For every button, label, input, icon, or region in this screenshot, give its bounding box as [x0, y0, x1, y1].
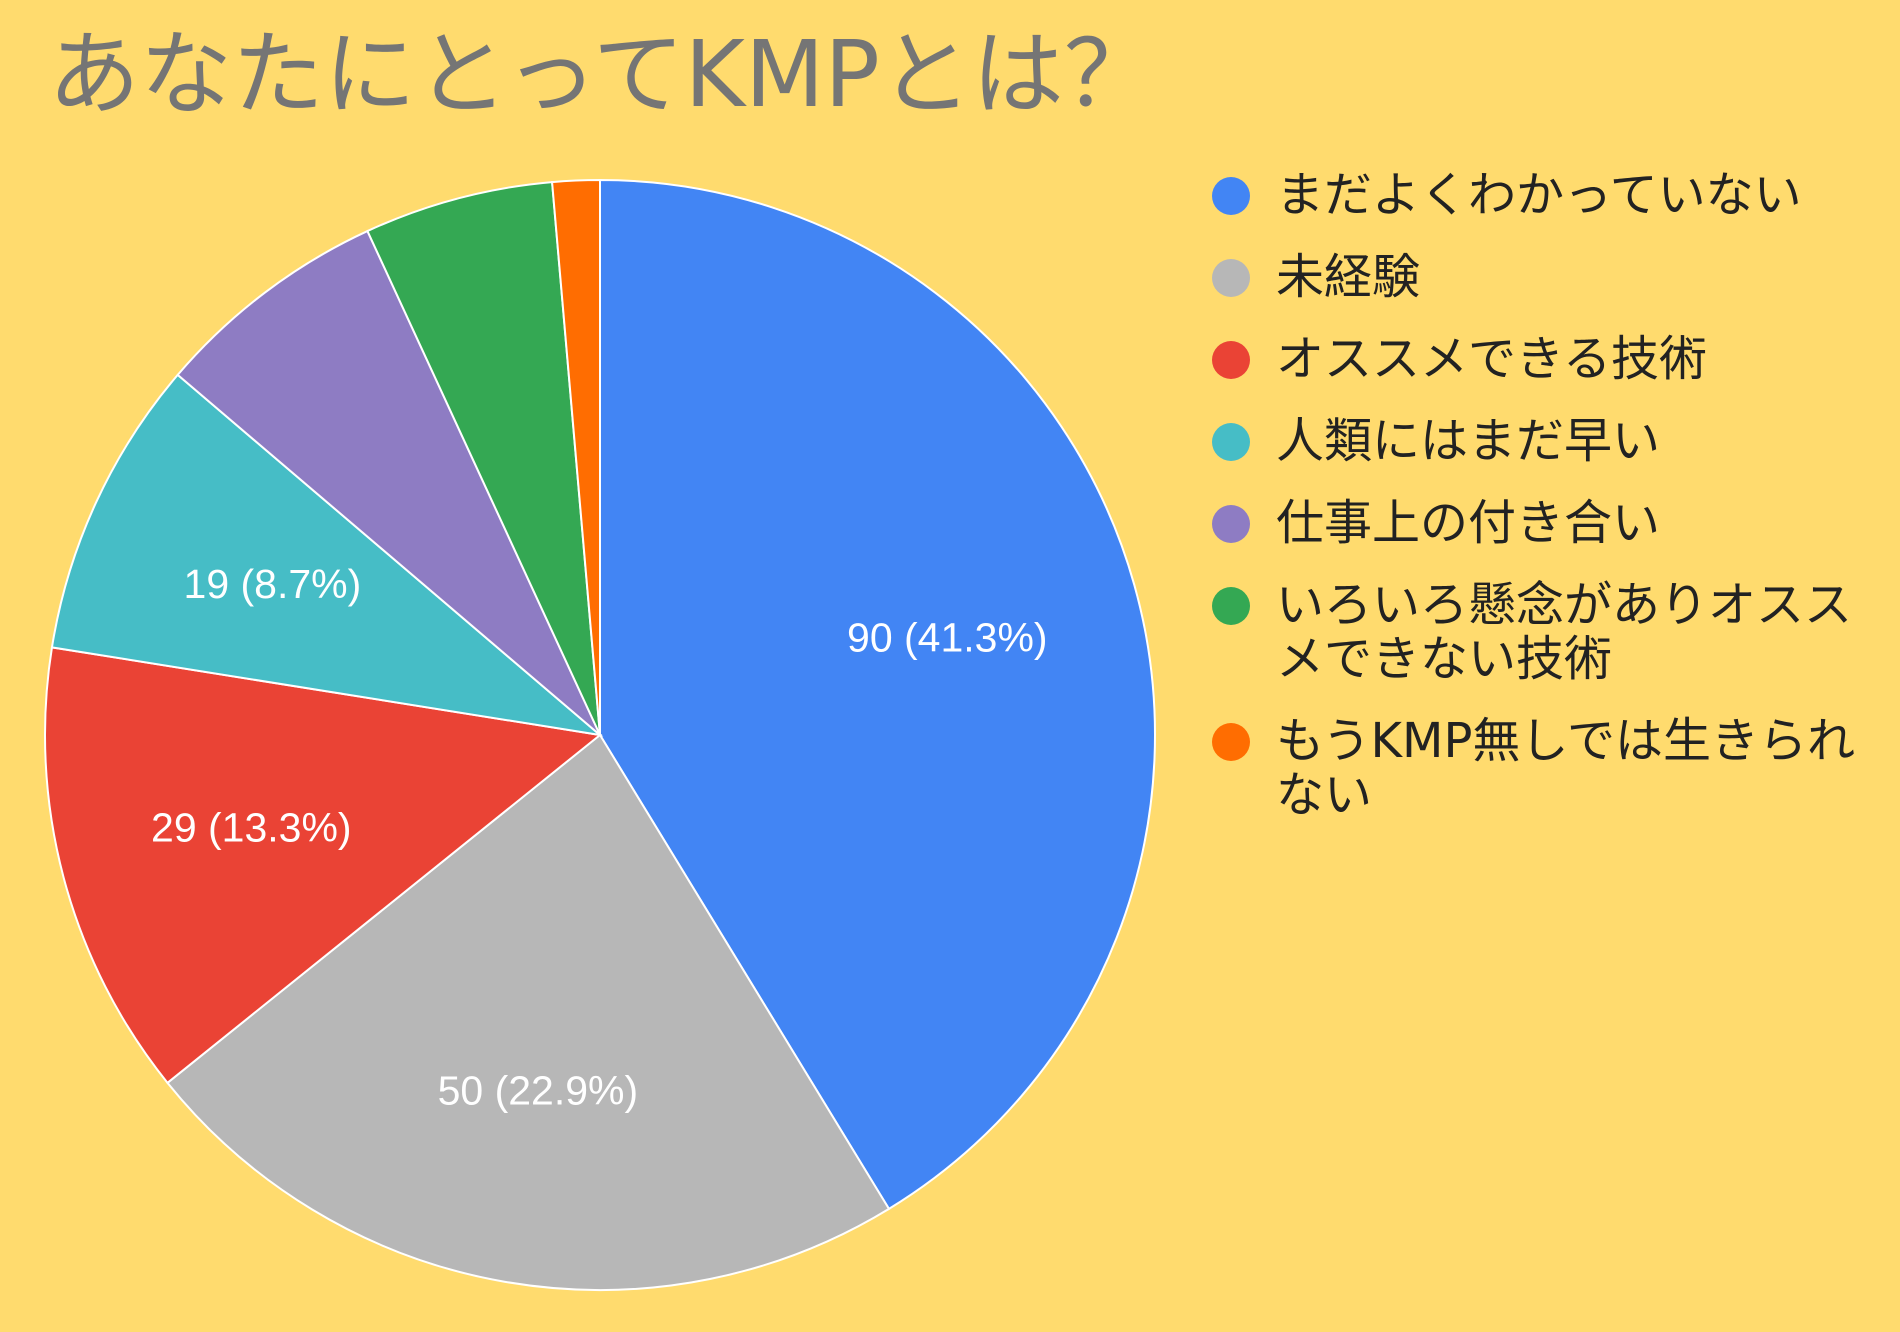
pie-slice: [44, 646, 603, 1085]
legend-item: まだよくわかっていない: [1210, 168, 1870, 222]
chart-title: あなたにとってKMPとは？: [48, 21, 1156, 128]
legend-swatch: [1212, 177, 1250, 215]
legend: まだよくわかっていない 未経験オススメできる技術 人類にはまだ早い 仕事上の付き合いい…: [1210, 168, 1870, 850]
pie-slice: [550, 178, 601, 736]
legend-label: 人類にはまだ早い: [1276, 413, 1661, 469]
legend-item: 未経験: [1210, 250, 1870, 304]
legend-label: 仕事上の付き合い: [1276, 495, 1661, 551]
legend-swatch: [1212, 587, 1250, 625]
pie-slice: [50, 373, 604, 737]
legend-swatch: [1212, 341, 1250, 379]
slice-data-label: 90 (41.3%): [847, 615, 1048, 661]
pie-slice: [599, 178, 1156, 1211]
pie-slice: [176, 229, 601, 736]
legend-swatch: [1212, 423, 1250, 461]
legend-swatch: [1212, 723, 1250, 761]
legend-swatch: [1212, 505, 1250, 543]
legend-label: 未経験: [1276, 249, 1421, 305]
slice-data-label: 19 (8.7%): [184, 561, 362, 607]
legend-label: もうKMP無しでは生きられない: [1276, 713, 1855, 823]
legend-label: いろいろ懸念がありオススメできない技術: [1276, 577, 1853, 687]
pie-slice: [366, 180, 601, 736]
legend-swatch: [1212, 259, 1250, 297]
legend-item: もうKMP無しでは生きられない: [1210, 714, 1870, 822]
legend-item: いろいろ懸念がありオススメできない技術: [1210, 578, 1870, 686]
legend-label: オススメできる技術: [1276, 331, 1708, 387]
legend-label: まだよくわかっていない: [1276, 167, 1802, 223]
legend-item: 人類にはまだ早い: [1210, 414, 1870, 468]
pie-slice: [166, 733, 891, 1291]
slice-data-label: 29 (13.3%): [151, 805, 352, 851]
slice-data-label: 50 (22.9%): [438, 1067, 639, 1113]
legend-item: オススメできる技術: [1210, 332, 1870, 386]
legend-item: 仕事上の付き合い: [1210, 496, 1870, 550]
